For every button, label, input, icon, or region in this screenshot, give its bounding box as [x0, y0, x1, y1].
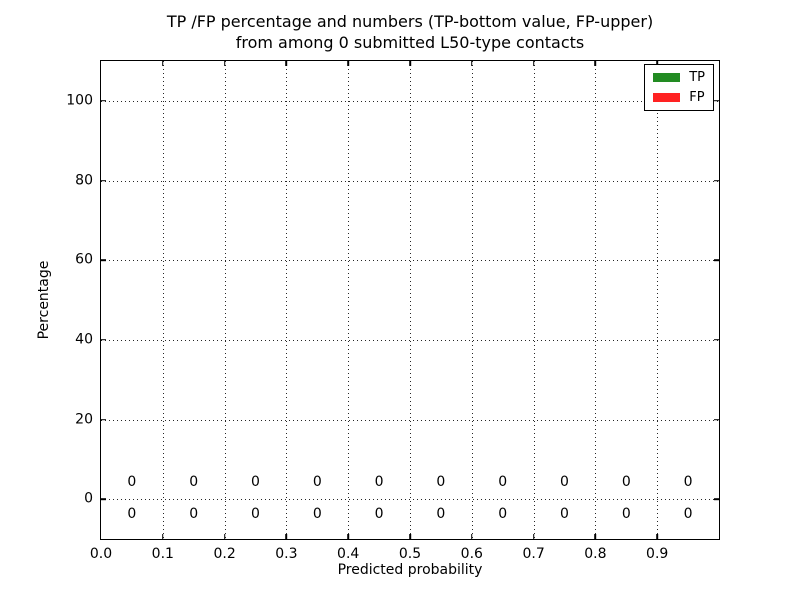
chart-title-line2: from among 0 submitted L50-type contacts	[235, 33, 585, 52]
y-tick-mark-right	[714, 418, 719, 421]
x-tick-label: 0.8	[584, 546, 607, 562]
y-tick-label: 40	[75, 331, 93, 348]
x-tick-mark-top	[471, 61, 473, 66]
y-tick-mark-right	[714, 179, 719, 182]
legend-entry-fp: FP	[653, 91, 705, 104]
tp-count-label: 0	[127, 506, 137, 523]
x-tick-label: 0.0	[89, 546, 113, 562]
fp-count-label: 0	[683, 474, 693, 491]
chart-title: TP /FP percentage and numbers (TP-bottom…	[100, 11, 720, 53]
y-tick-mark-left	[101, 100, 106, 102]
legend-entry-tp: TP	[653, 71, 705, 84]
tp-count-label: 0	[374, 506, 384, 523]
legend-label-tp: TP	[689, 70, 705, 85]
fp-count-label: 0	[621, 474, 631, 491]
y-axis-label: Percentage	[36, 260, 52, 340]
tp-count-label: 0	[436, 506, 446, 523]
x-tick-label: 0.7	[522, 546, 545, 562]
v-gridline	[595, 61, 597, 539]
x-tick-mark-bottom	[162, 534, 164, 539]
x-tick-mark-bottom	[471, 534, 473, 539]
x-tick-mark-top	[594, 61, 597, 66]
fp-count-label: 0	[498, 474, 508, 491]
v-gridline	[224, 61, 226, 539]
y-tick-label: 0	[84, 490, 93, 507]
x-tick-mark-bottom	[347, 534, 349, 539]
tp-color-swatch	[653, 73, 681, 82]
y-tick-mark-right	[714, 100, 719, 102]
fp-count-label: 0	[560, 474, 569, 491]
y-tick-mark-left	[101, 179, 106, 182]
y-tick-label: 60	[75, 251, 93, 268]
tp-count-label: 0	[498, 506, 508, 523]
x-tick-mark-top	[409, 61, 411, 66]
fp-count-label: 0	[374, 474, 384, 491]
y-tick-mark-left	[101, 418, 106, 421]
x-tick-mark-top	[347, 61, 349, 66]
tp-count-label: 0	[189, 506, 199, 523]
x-tick-mark-bottom	[594, 534, 597, 539]
y-tick-mark-right	[714, 339, 719, 341]
legend: TP FP	[644, 64, 714, 111]
x-tick-label: 0.2	[213, 546, 236, 562]
fp-count-label: 0	[251, 474, 260, 491]
y-tick-mark-left	[101, 339, 106, 341]
y-tick-mark-right	[714, 498, 719, 500]
y-tick-mark-left	[101, 498, 106, 500]
y-tick-label: 20	[75, 411, 93, 428]
fp-color-swatch	[653, 93, 681, 102]
x-tick-label: 0.4	[337, 546, 360, 562]
fp-count-label: 0	[312, 474, 322, 491]
chart-title-line1: TP /FP percentage and numbers (TP-bottom…	[166, 12, 654, 31]
x-tick-mark-top	[532, 61, 535, 66]
fp-count-label: 0	[189, 474, 199, 491]
x-tick-mark-bottom	[285, 534, 288, 539]
v-gridline	[471, 61, 473, 539]
y-tick-mark-left	[101, 259, 106, 261]
x-axis-label: Predicted probability	[337, 562, 483, 578]
x-tick-mark-top	[162, 61, 164, 66]
x-tick-label: 0.3	[275, 546, 298, 562]
x-tick-mark-bottom	[532, 534, 535, 539]
tp-count-label: 0	[251, 506, 260, 523]
v-gridline	[533, 61, 535, 539]
fp-count-label: 0	[436, 474, 446, 491]
x-tick-mark-bottom	[223, 534, 226, 539]
x-tick-mark-top	[285, 61, 288, 66]
tp-count-label: 0	[312, 506, 322, 523]
x-tick-mark-top	[223, 61, 226, 66]
v-gridline	[162, 61, 164, 539]
tp-count-label: 0	[621, 506, 631, 523]
x-tick-label: 0.6	[460, 546, 483, 562]
v-gridline	[410, 61, 411, 539]
x-tick-mark-top	[656, 61, 658, 66]
v-gridline	[657, 61, 659, 539]
x-tick-label: 0.5	[398, 546, 422, 562]
legend-label-fp: FP	[689, 90, 705, 105]
tp-count-label: 0	[683, 506, 693, 523]
y-tick-label: 100	[66, 92, 93, 109]
y-tick-mark-right	[714, 259, 719, 261]
y-tick-label: 80	[75, 172, 93, 189]
tp-count-label: 0	[560, 506, 569, 523]
v-gridline	[348, 61, 350, 539]
x-tick-mark-bottom	[409, 534, 411, 539]
fp-count-label: 0	[127, 474, 137, 491]
v-gridline	[286, 61, 288, 539]
x-tick-label: 0.9	[646, 546, 669, 562]
x-tick-mark-bottom	[656, 534, 658, 539]
plot-area: TP FP 0 20 40 60 80 100 0.0 0.1 0.2 0.3 0.4 0.5 0.6 0…	[66, 60, 720, 562]
x-tick-label: 0.1	[151, 546, 174, 562]
